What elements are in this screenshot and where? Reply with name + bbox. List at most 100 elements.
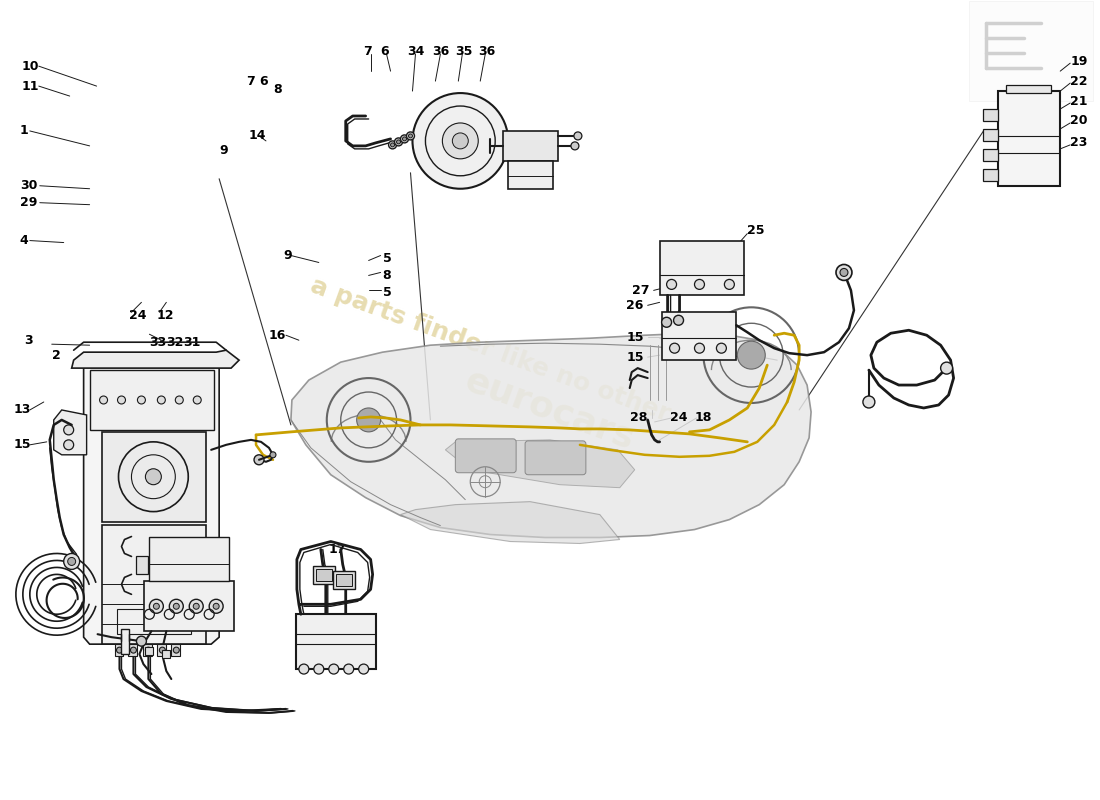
Circle shape <box>862 396 874 408</box>
Circle shape <box>400 135 408 143</box>
Circle shape <box>117 647 122 653</box>
Circle shape <box>153 603 159 610</box>
Text: 15: 15 <box>626 350 644 364</box>
Text: 34: 34 <box>407 45 425 58</box>
Text: 15: 15 <box>14 438 32 451</box>
Text: 19: 19 <box>1070 54 1088 68</box>
Bar <box>144 582 234 631</box>
Text: 25: 25 <box>747 224 764 237</box>
Bar <box>145 647 153 655</box>
Circle shape <box>836 265 851 281</box>
Bar <box>157 644 166 656</box>
Text: 6: 6 <box>258 74 267 88</box>
Circle shape <box>359 664 369 674</box>
Bar <box>660 241 745 295</box>
Circle shape <box>396 140 400 144</box>
Bar <box>163 650 170 658</box>
Text: 13: 13 <box>14 403 31 417</box>
Text: 3: 3 <box>24 334 33 346</box>
Text: 2: 2 <box>52 349 60 362</box>
Text: 23: 23 <box>1070 136 1088 150</box>
Text: 35: 35 <box>455 45 473 58</box>
Circle shape <box>213 603 219 610</box>
Text: 36: 36 <box>432 45 450 58</box>
Bar <box>89 370 214 430</box>
Text: a parts finder like no other: a parts finder like no other <box>307 274 673 426</box>
Text: 9: 9 <box>219 144 228 158</box>
Circle shape <box>737 342 766 369</box>
Circle shape <box>150 599 163 614</box>
Bar <box>129 644 138 656</box>
Bar <box>136 557 149 574</box>
Bar <box>101 525 206 644</box>
Circle shape <box>412 93 508 189</box>
Text: 24: 24 <box>670 411 688 425</box>
Bar <box>296 614 375 669</box>
Bar <box>661 312 736 360</box>
Circle shape <box>403 137 407 141</box>
Text: 12: 12 <box>156 309 174 322</box>
Circle shape <box>673 315 683 326</box>
Text: 21: 21 <box>1070 94 1088 107</box>
FancyBboxPatch shape <box>525 441 586 474</box>
Text: 8: 8 <box>383 269 392 282</box>
Bar <box>336 574 352 586</box>
Bar <box>150 537 229 582</box>
Text: 31: 31 <box>184 336 200 349</box>
Bar <box>1006 85 1052 93</box>
Circle shape <box>661 318 672 327</box>
Circle shape <box>160 647 165 653</box>
Circle shape <box>174 603 179 610</box>
Text: 6: 6 <box>381 45 389 58</box>
Text: 1: 1 <box>20 125 29 138</box>
Bar <box>143 644 153 656</box>
Circle shape <box>343 664 354 674</box>
Circle shape <box>694 279 704 290</box>
Bar <box>172 644 180 656</box>
Circle shape <box>725 279 735 290</box>
Bar <box>316 570 332 582</box>
Circle shape <box>64 554 79 570</box>
Bar <box>508 161 553 189</box>
Text: 24: 24 <box>101 538 119 551</box>
Circle shape <box>189 599 204 614</box>
Text: 15: 15 <box>626 330 644 344</box>
Bar <box>999 91 1060 186</box>
Circle shape <box>840 269 848 277</box>
Circle shape <box>329 664 339 674</box>
Circle shape <box>68 558 76 566</box>
Text: 10: 10 <box>22 60 40 73</box>
Polygon shape <box>54 410 87 455</box>
Text: 27: 27 <box>632 284 650 297</box>
Circle shape <box>667 279 676 290</box>
Text: 5: 5 <box>383 252 392 265</box>
Circle shape <box>138 396 145 404</box>
Bar <box>312 566 334 584</box>
Circle shape <box>194 396 201 404</box>
Text: 36: 36 <box>478 45 495 58</box>
Bar <box>983 109 999 121</box>
Circle shape <box>131 647 136 653</box>
Circle shape <box>136 636 146 646</box>
Bar <box>117 610 191 634</box>
Circle shape <box>174 647 179 653</box>
Circle shape <box>145 469 162 485</box>
Text: 9: 9 <box>283 249 292 262</box>
Text: 30: 30 <box>20 179 37 192</box>
Text: 33: 33 <box>150 336 166 349</box>
Text: 22: 22 <box>1070 74 1088 88</box>
Circle shape <box>118 396 125 404</box>
Circle shape <box>390 143 395 147</box>
Circle shape <box>64 425 74 435</box>
Circle shape <box>64 440 74 450</box>
Bar <box>101 432 206 522</box>
Circle shape <box>356 408 381 432</box>
Polygon shape <box>84 362 219 644</box>
Circle shape <box>940 362 953 374</box>
Circle shape <box>194 603 199 610</box>
Bar <box>503 131 558 161</box>
Circle shape <box>574 132 582 140</box>
Circle shape <box>388 141 396 149</box>
Circle shape <box>100 396 108 404</box>
Circle shape <box>407 132 415 140</box>
